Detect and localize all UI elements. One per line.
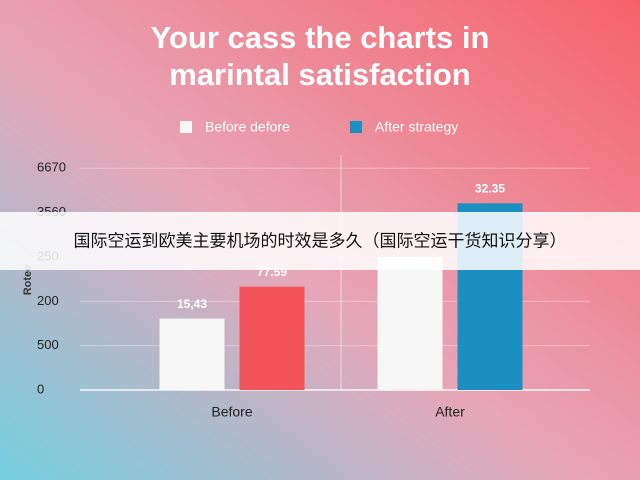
value-label: 15,43 xyxy=(177,297,207,311)
y-tick-label: 500 xyxy=(37,337,59,352)
y-axis-label: Rotee xyxy=(22,265,34,296)
banner xyxy=(0,212,640,270)
banner-text: 国际空运到欧美主要机场的时效是多久（国际空运干货知识分享） xyxy=(74,231,567,250)
legend-label: Before defore xyxy=(205,119,290,135)
y-tick-label: 0 xyxy=(37,381,44,396)
value-label: 32.35 xyxy=(475,182,505,196)
y-tick-label: 6670 xyxy=(37,160,66,175)
bar xyxy=(159,318,225,390)
legend-swatch xyxy=(180,121,192,133)
bar xyxy=(239,286,305,390)
x-tick-label: Before xyxy=(211,404,252,420)
chart-title: Your cass the charts in xyxy=(151,20,490,55)
y-tick-label: 200 xyxy=(37,293,59,308)
legend-label: After strategy xyxy=(375,119,458,135)
chart-title: marintal satisfaction xyxy=(169,57,470,92)
bar xyxy=(377,256,443,390)
legend-swatch xyxy=(350,121,362,133)
x-tick-label: After xyxy=(435,404,465,420)
